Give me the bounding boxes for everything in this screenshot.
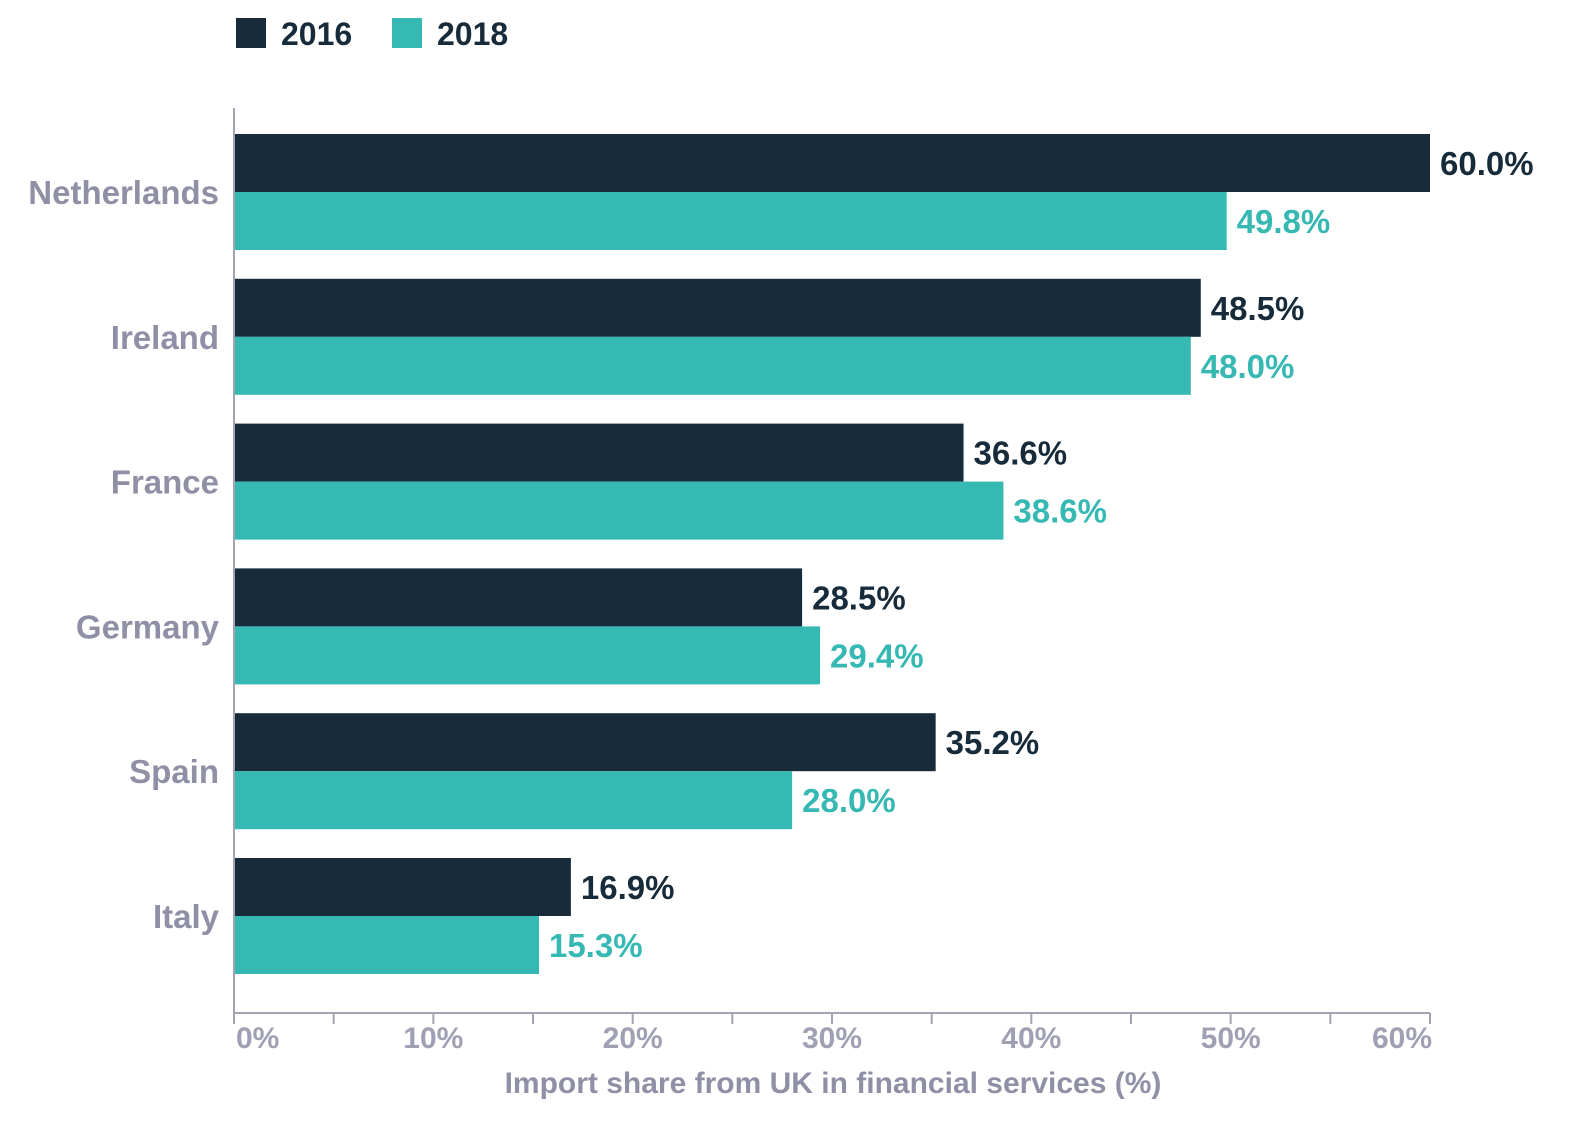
value-label-ireland-2016: 48.5%: [1211, 290, 1305, 327]
x-tick-label: 30%: [802, 1022, 862, 1055]
value-label-germany-2016: 28.5%: [812, 579, 906, 616]
x-tick-label: 0%: [236, 1022, 279, 1055]
x-tick-label: 10%: [403, 1022, 463, 1055]
value-label-netherlands-2016: 60.0%: [1440, 145, 1534, 182]
value-label-spain-2016: 35.2%: [946, 724, 1040, 761]
value-label-italy-2016: 16.9%: [581, 869, 675, 906]
legend: 2016 2018: [236, 16, 508, 52]
value-label-france-2018: 38.6%: [1013, 493, 1107, 530]
legend-item-2018: 2018: [392, 16, 508, 52]
x-tick-label: 50%: [1201, 1022, 1261, 1055]
legend-item-2016: 2016: [236, 16, 352, 52]
bar-italy-2016: [234, 858, 571, 916]
category-label-germany: Germany: [76, 608, 220, 645]
bar-germany-2016: [234, 568, 803, 627]
bar-germany-2018: [234, 626, 821, 685]
category-label-netherlands: Netherlands: [28, 174, 219, 211]
legend-label-2018: 2018: [437, 16, 508, 52]
value-label-spain-2018: 28.0%: [802, 782, 896, 819]
value-label-italy-2018: 15.3%: [549, 927, 643, 964]
bar-italy-2018: [234, 916, 539, 974]
value-label-netherlands-2018: 49.8%: [1237, 203, 1331, 240]
value-labels: 60.0% 49.8% 48.5% 48.0% 36.6% 38.6% 28.5% 29.4%…: [549, 145, 1534, 964]
category-labels: Netherlands Ireland France Germany Spain Ital…: [28, 174, 219, 935]
value-label-france-2016: 36.6%: [974, 435, 1068, 472]
bar-netherlands-2016: [234, 134, 1430, 192]
bar-ireland-2018: [234, 336, 1191, 395]
category-label-ireland: Ireland: [111, 319, 219, 356]
value-label-ireland-2018: 48.0%: [1201, 348, 1295, 385]
bar-france-2016: [234, 423, 964, 482]
category-label-italy: Italy: [153, 898, 220, 935]
x-axis: 0% 10% 20% 30% 40% 50% 60%: [233, 108, 1432, 1055]
bars: [234, 134, 1430, 974]
legend-label-2016: 2016: [281, 16, 352, 52]
bar-netherlands-2018: [234, 192, 1227, 250]
legend-swatch-2018: [392, 18, 422, 48]
legend-swatch-2016: [236, 18, 266, 48]
bar-france-2018: [234, 481, 1004, 540]
x-tick-label: 20%: [603, 1022, 663, 1055]
x-tick-label: 60%: [1372, 1022, 1432, 1055]
category-label-france: France: [111, 464, 219, 501]
x-tick-label: 40%: [1001, 1022, 1061, 1055]
value-label-germany-2018: 29.4%: [830, 637, 924, 674]
category-label-spain: Spain: [129, 753, 219, 790]
bar-spain-2016: [234, 713, 936, 772]
bar-ireland-2016: [234, 278, 1201, 337]
x-axis-title: Import share from UK in financial servic…: [505, 1067, 1162, 1100]
bar-spain-2018: [234, 771, 793, 830]
